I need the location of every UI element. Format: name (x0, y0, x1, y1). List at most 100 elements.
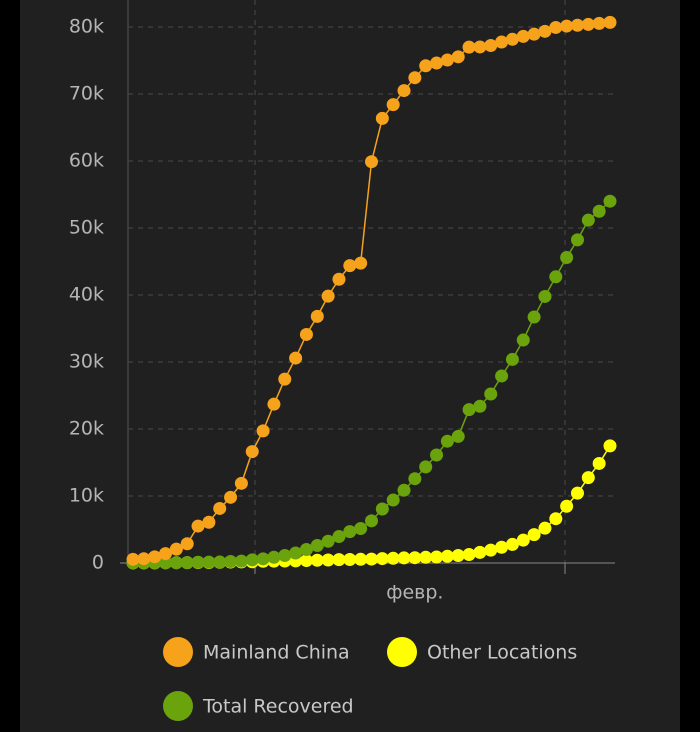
data-point (581, 471, 595, 485)
y-tick-label: 70k (69, 83, 104, 105)
data-point (159, 556, 173, 570)
data-point (159, 547, 173, 561)
data-point (527, 310, 541, 324)
y-tick-label: 20k (69, 418, 104, 440)
x-tick-label: февр. (386, 582, 443, 604)
data-point (191, 555, 205, 569)
data-point (375, 111, 389, 125)
y-tick-label: 0 (92, 552, 104, 574)
data-point (603, 15, 617, 29)
data-point (299, 327, 313, 341)
data-point (375, 552, 389, 566)
data-point (570, 486, 584, 500)
data-point (180, 556, 194, 570)
data-point (419, 550, 433, 564)
data-point (343, 525, 357, 539)
data-point (473, 545, 487, 559)
data-point (213, 555, 227, 569)
data-point (234, 476, 248, 490)
data-point (549, 512, 563, 526)
data-point (430, 56, 444, 70)
data-point (126, 552, 140, 566)
data-point (202, 555, 216, 569)
legend-label: Other Locations (427, 642, 577, 664)
plot-background (20, 0, 680, 732)
data-point (245, 445, 259, 459)
data-point (180, 537, 194, 551)
data-point (278, 372, 292, 386)
data-point (386, 493, 400, 507)
data-point (484, 543, 498, 557)
data-point (354, 521, 368, 535)
data-point (224, 555, 238, 569)
legend: Mainland China Other Locations Total Recov… (163, 637, 577, 721)
data-point (332, 553, 346, 567)
data-point (365, 552, 378, 566)
data-point (440, 549, 454, 563)
legend-label: Total Recovered (202, 696, 354, 718)
data-point (321, 289, 335, 303)
data-point (495, 369, 509, 383)
data-point (169, 556, 183, 570)
data-point (592, 456, 606, 470)
data-point (332, 530, 346, 544)
data-point (473, 399, 487, 413)
data-point (408, 71, 422, 85)
data-point (516, 333, 530, 347)
data-point (343, 259, 357, 273)
data-point (419, 59, 433, 73)
data-point (321, 553, 335, 567)
data-point (365, 155, 378, 169)
data-point (386, 98, 400, 112)
data-point (299, 554, 313, 568)
data-point (397, 551, 411, 565)
data-point (451, 50, 465, 64)
data-point (505, 32, 519, 46)
data-point (299, 543, 313, 557)
data-point (354, 552, 368, 566)
data-point (560, 250, 574, 264)
y-tick-label: 80k (69, 16, 104, 38)
data-point (495, 540, 509, 554)
data-point (462, 403, 476, 417)
data-point (495, 35, 509, 49)
data-point (581, 17, 595, 31)
data-point (581, 213, 595, 227)
data-point (603, 439, 617, 453)
legend-marker (163, 637, 193, 667)
data-point (310, 553, 324, 567)
data-point (245, 553, 259, 567)
data-point (310, 538, 324, 552)
data-point (202, 515, 216, 529)
data-point (462, 548, 476, 562)
data-point (408, 551, 422, 565)
data-point (375, 502, 389, 516)
data-point (234, 554, 248, 568)
data-point (278, 548, 292, 562)
data-point (430, 550, 444, 564)
data-point (408, 472, 422, 486)
data-point (354, 256, 368, 270)
data-point (505, 352, 519, 366)
data-point (516, 533, 530, 547)
data-point (603, 194, 617, 208)
data-point (365, 514, 378, 528)
data-point (267, 550, 281, 564)
y-tick-label: 10k (69, 485, 104, 507)
data-point (440, 434, 454, 448)
data-point (516, 29, 530, 43)
y-tick-label: 30k (69, 351, 104, 373)
data-point (343, 552, 357, 566)
data-point (137, 552, 151, 566)
data-point (538, 521, 552, 535)
legend-item: Mainland China (163, 637, 350, 667)
data-point (451, 548, 465, 562)
data-point (386, 551, 400, 565)
data-point (560, 499, 574, 513)
data-point (256, 552, 270, 566)
data-point (484, 38, 498, 52)
data-point (505, 537, 519, 551)
data-point (560, 19, 574, 33)
